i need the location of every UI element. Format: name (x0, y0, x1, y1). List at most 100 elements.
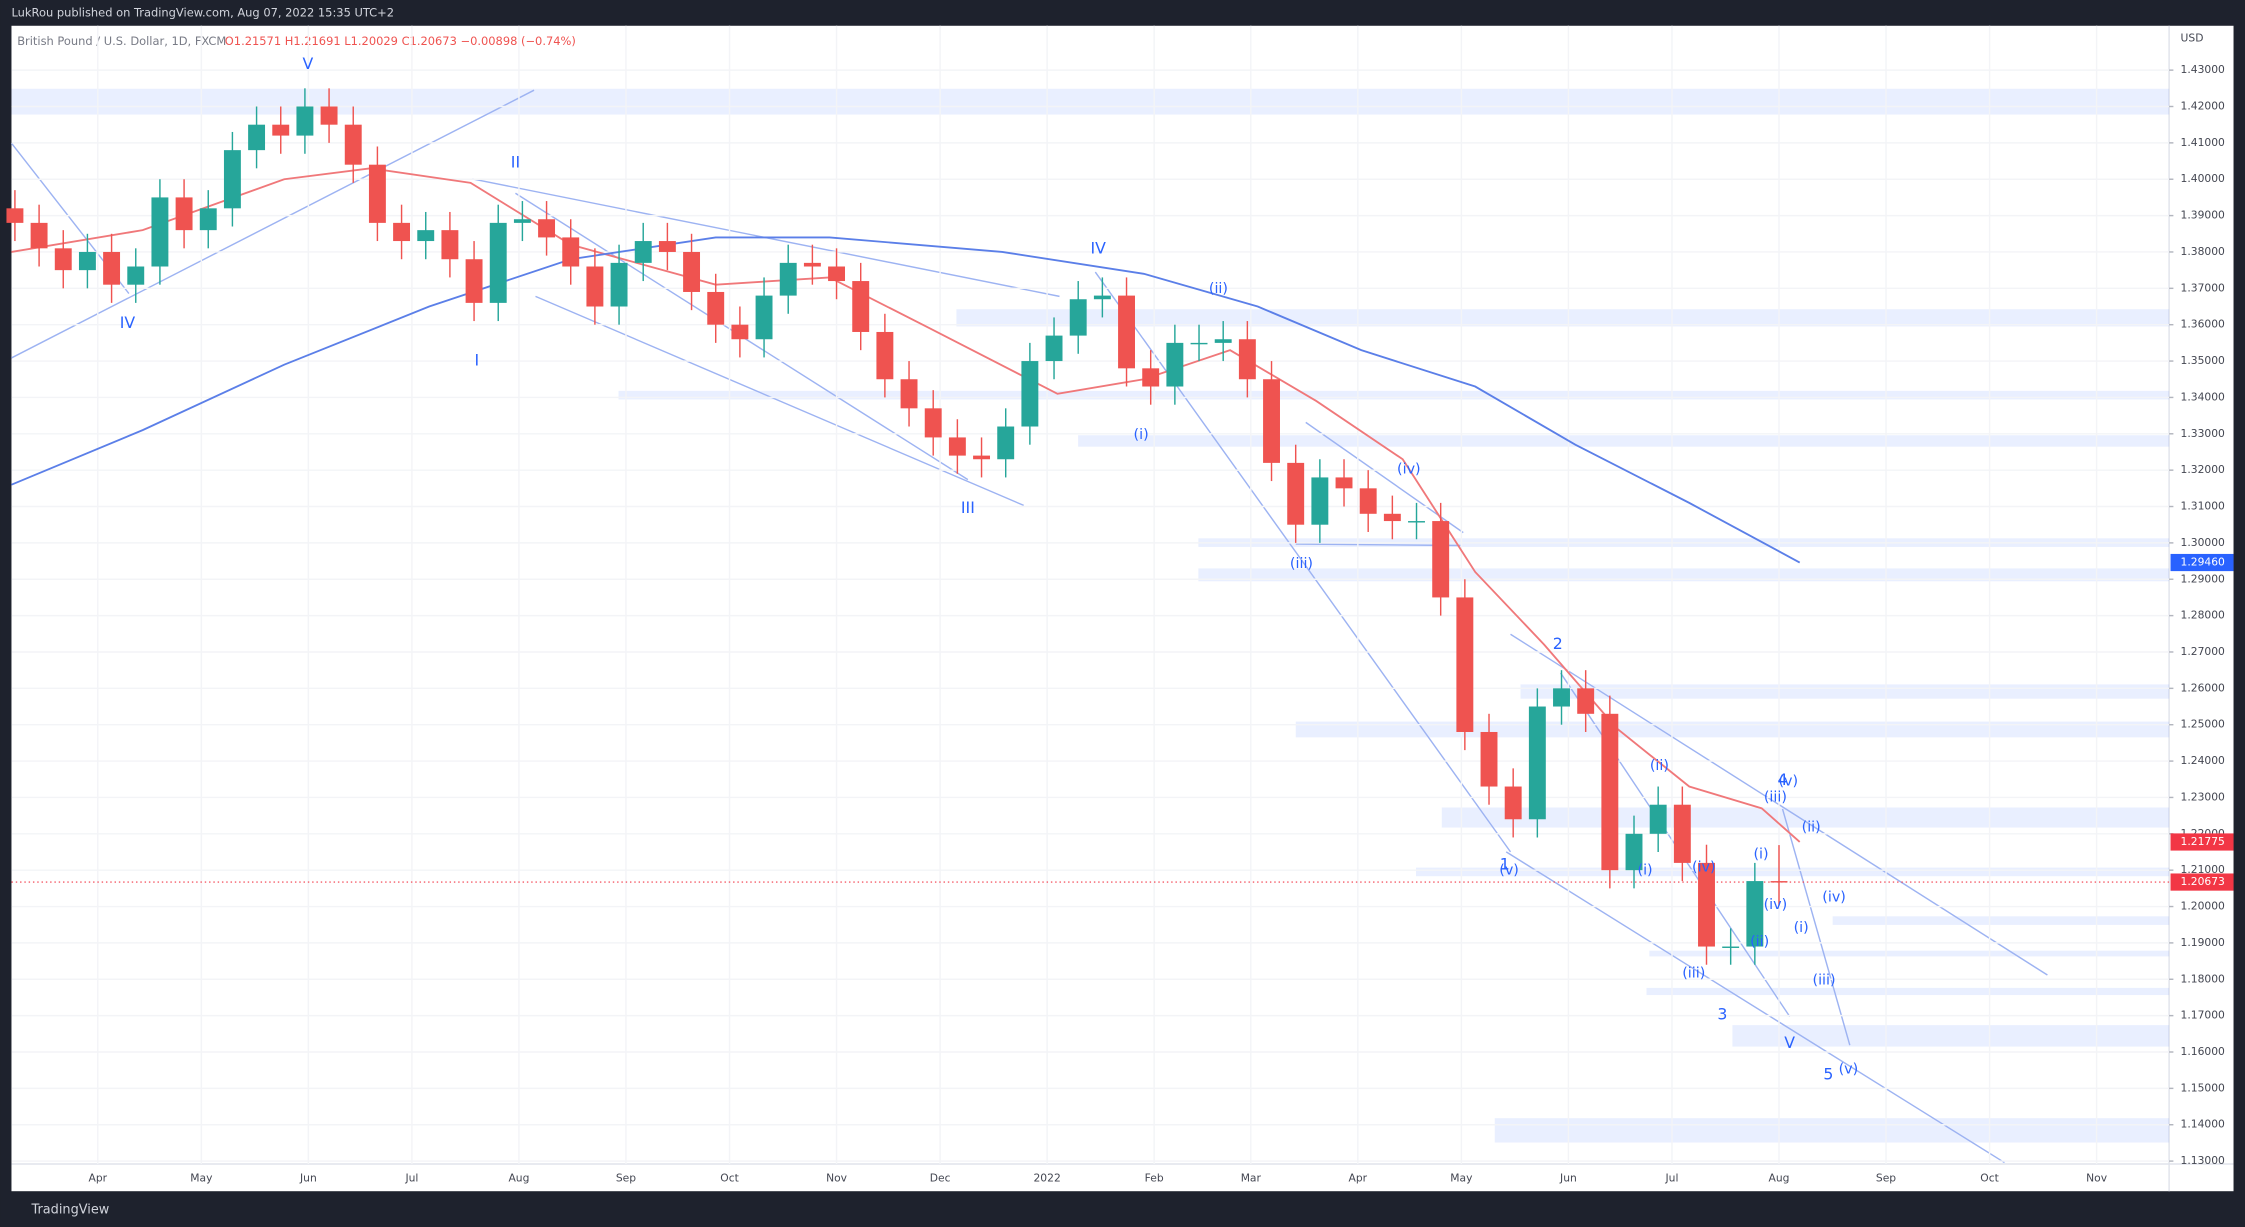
candle-body (731, 324, 749, 340)
candle-body (78, 251, 96, 271)
x-tick-label: Jun (1559, 1171, 1577, 1184)
y-tick-label: 1.26000 (2181, 681, 2226, 694)
candle-body (586, 266, 604, 307)
candle-body (1480, 731, 1498, 787)
zone (956, 309, 2170, 327)
candle-body (1263, 379, 1280, 463)
candle-body (248, 124, 266, 151)
candle-body (562, 237, 580, 267)
candle-body (1069, 299, 1087, 336)
wave-label: (ii) (1750, 934, 1769, 950)
candle-body (1456, 597, 1474, 732)
candle-body (852, 281, 870, 332)
candle-body (1166, 342, 1184, 387)
wave-label: V (302, 54, 313, 73)
moving-average (11, 236, 1801, 564)
y-tick-label: 1.23000 (2181, 790, 2226, 803)
zone (1295, 721, 2170, 738)
wave-label: (iv) (1764, 897, 1788, 913)
trendline (1781, 808, 1851, 1046)
candle-body (707, 291, 725, 325)
wave-label: (iv) (1397, 462, 1421, 478)
price-label: 1.29460 (2181, 556, 2226, 569)
candle-body (1383, 513, 1401, 522)
y-tick-label: 1.33000 (2181, 427, 2226, 440)
wave-label: 1 (1500, 854, 1510, 873)
wave-label: IV (120, 313, 136, 332)
candle-body (634, 241, 652, 263)
y-tick-label: 1.15000 (2181, 1081, 2226, 1094)
zone (1416, 867, 2170, 877)
y-tick-label: 1.31000 (2181, 500, 2226, 513)
candle-body (803, 262, 821, 267)
wave-label: 5 (1823, 1065, 1833, 1084)
candle-body (175, 197, 193, 231)
y-tick-label: 1.13000 (2181, 1154, 2226, 1167)
candle-body (610, 262, 628, 307)
zone (1646, 987, 2170, 996)
zone (1078, 435, 2170, 447)
y-tick-label: 1.18000 (2181, 972, 2226, 985)
trendline (1505, 851, 2005, 1164)
candle-body (997, 426, 1015, 460)
trendline (1094, 271, 1512, 853)
candle-body (1504, 786, 1522, 820)
candle-body (513, 219, 531, 223)
candle-body (344, 124, 362, 165)
candle-body (223, 150, 241, 209)
x-tick-label: Jul (404, 1171, 418, 1184)
x-tick-label: Oct (720, 1171, 739, 1184)
x-tick-label: Mar (1241, 1171, 1262, 1184)
candle-body (1746, 881, 1764, 947)
x-tick-label: Sep (1876, 1171, 1896, 1184)
x-tick-label: 2022 (1033, 1171, 1060, 1184)
candle-body (368, 164, 386, 223)
candle-body (465, 259, 483, 303)
candle-body (103, 251, 121, 285)
candle-body (1601, 713, 1619, 871)
y-tick-label: 1.34000 (2181, 390, 2226, 403)
wave-label: 2 (1553, 634, 1563, 653)
trendline (11, 89, 535, 359)
wave-label: (v) (1839, 1062, 1859, 1078)
y-tick-label: 1.30000 (2181, 536, 2226, 549)
wave-label: (iii) (1682, 966, 1705, 982)
wave-label: III (961, 498, 975, 517)
y-tick-label: 1.32000 (2181, 463, 2226, 476)
candle-body (1553, 688, 1570, 707)
candle-body (320, 106, 338, 125)
zone (11, 88, 2170, 115)
price-label-box (2170, 553, 2234, 572)
candle-body (1625, 833, 1643, 871)
y-tick-label: 1.14000 (2181, 1118, 2226, 1131)
candle-body (973, 455, 990, 460)
candle-body (1335, 477, 1353, 489)
x-tick-label: Apr (89, 1171, 108, 1184)
y-tick-label: 1.38000 (2181, 245, 2226, 258)
wave-label: (v) (1778, 774, 1798, 790)
x-tick-label: Aug (1769, 1171, 1790, 1184)
candle-body (876, 331, 894, 380)
candle-body (779, 262, 797, 296)
y-tick-label: 1.29000 (2181, 572, 2226, 585)
candle-body (900, 379, 918, 409)
candle-body (272, 124, 290, 136)
y-tick-label: 1.35000 (2181, 354, 2226, 367)
candle-body (54, 248, 72, 271)
wave-labels: V IV I II III IV (ii) (i) (iv) (iii) 2 (… (120, 54, 1858, 1084)
candle-body (30, 222, 48, 249)
zone (1494, 1118, 2170, 1143)
zone (618, 390, 2170, 400)
candle-body (1722, 946, 1740, 948)
candle-body (1021, 361, 1039, 427)
candle-body (755, 295, 773, 340)
price-label-box (2170, 873, 2234, 891)
x-tick-label: Feb (1145, 1171, 1164, 1184)
candle-body (1673, 804, 1691, 863)
candle-body (1142, 368, 1160, 387)
y-tick-label: 1.21000 (2181, 863, 2226, 876)
candle-body (1528, 706, 1546, 820)
candle-body (1118, 295, 1135, 369)
candle-body (1432, 521, 1450, 598)
